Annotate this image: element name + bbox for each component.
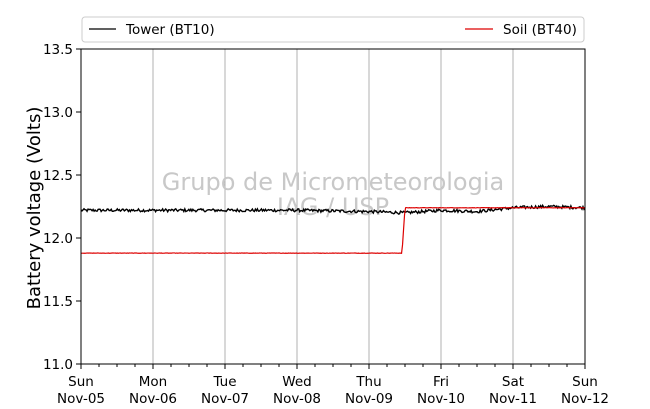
y-axis-title: Battery voltage (Volts) (24, 107, 45, 310)
y-tick-label: 11.0 (43, 357, 73, 373)
x-tick-label-date: Nov-06 (129, 391, 177, 407)
y-tick-label: 12.5 (43, 168, 73, 184)
y-axis: 11.0 11.5 12.0 12.5 13.0 13.5 (43, 42, 81, 373)
legend-label-tower: Tower (BT10) (125, 22, 215, 38)
x-tick-label-day: Mon (139, 374, 167, 390)
x-axis: SunNov-05MonNov-06TueNov-07WedNov-08ThuN… (57, 364, 609, 407)
x-tick-label-day: Thu (355, 374, 381, 390)
x-tick-label-day: Sat (502, 374, 524, 390)
x-tick-label-date: Nov-12 (561, 391, 609, 407)
x-tick-label-date: Nov-07 (201, 391, 249, 407)
legend-box (81, 16, 585, 43)
x-tick-label-date: Nov-05 (57, 391, 105, 407)
watermark-line-2: IAG / USP (277, 193, 389, 221)
x-tick-label-date: Nov-08 (273, 391, 321, 407)
x-tick-label-day: Tue (212, 374, 236, 390)
legend: Tower (BT10) Soil (BT40) (81, 16, 585, 43)
y-tick-label: 13.5 (43, 42, 73, 58)
x-tick-label-date: Nov-10 (417, 391, 465, 407)
x-tick-label-date: Nov-11 (489, 391, 537, 407)
y-tick-label: 13.0 (43, 105, 73, 121)
series-layer (80, 203, 586, 254)
y-tick-label: 11.5 (43, 294, 73, 310)
x-tick-label-day: Sun (572, 374, 598, 390)
x-tick-label-day: Fri (433, 374, 449, 390)
watermark-line-1: Grupo de Micrometeorologia (162, 168, 504, 196)
x-tick-label-day: Wed (282, 374, 311, 390)
x-tick-label-day: Sun (68, 374, 94, 390)
x-tick-label-date: Nov-09 (345, 391, 393, 407)
series-line-1 (80, 206, 586, 254)
legend-label-soil: Soil (BT40) (503, 22, 577, 38)
y-tick-label: 12.0 (43, 231, 73, 247)
series-line-0 (80, 203, 586, 215)
